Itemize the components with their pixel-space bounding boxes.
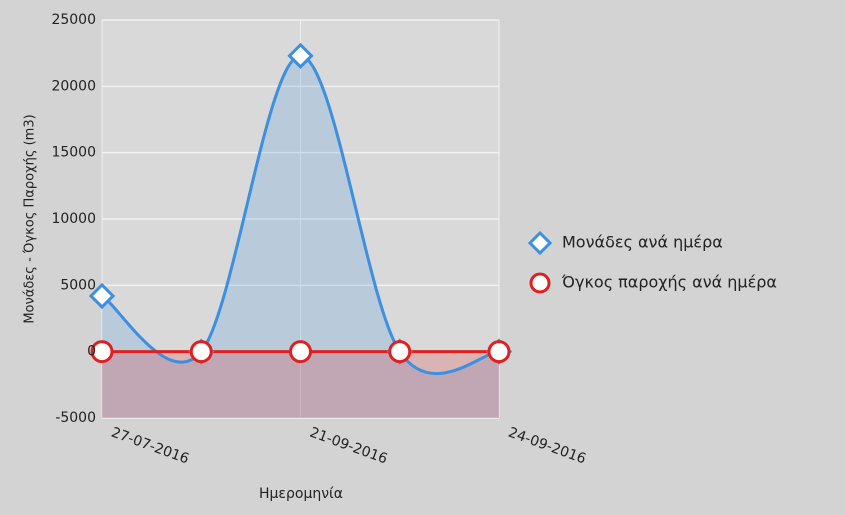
area (102, 55, 499, 418)
legend-item: Μονάδες ανά ημέρα (527, 230, 723, 256)
y-tick-label: 25000 (51, 12, 96, 28)
lines (88, 42, 513, 375)
x-tick-label: 27-07-2016 (109, 425, 191, 468)
y-tick-label: 20000 (51, 78, 96, 94)
marker (90, 340, 114, 364)
marker (388, 340, 412, 364)
y-tick-label: 10000 (51, 211, 96, 227)
y-tick-label: 15000 (51, 145, 96, 161)
marker (289, 340, 312, 364)
x-tick-label: 21-09-2016 (308, 425, 390, 468)
marker (487, 340, 511, 364)
y-tick-label: 0 (87, 344, 96, 360)
area (102, 351, 499, 418)
x-tick-label: 24-09-2016 (506, 425, 588, 468)
y-axis-label: Μονάδες - Όγκος Παροχής (m3) (23, 114, 38, 323)
x-axis-label: Ημερομηνία (259, 486, 343, 502)
marker (287, 42, 314, 69)
marker (189, 340, 213, 364)
marker (527, 230, 553, 256)
marker (529, 272, 551, 294)
areas (102, 55, 499, 418)
legend-label: Μονάδες ανά ημέρα (562, 233, 723, 252)
y-tick-label: 5000 (60, 277, 96, 293)
legend-item: Όγκος παροχής ανά ημέρα (529, 272, 777, 294)
marker (88, 282, 116, 310)
legend-label: Όγκος παροχής ανά ημέρα (561, 273, 777, 292)
y-tick-label: -5000 (55, 410, 96, 426)
